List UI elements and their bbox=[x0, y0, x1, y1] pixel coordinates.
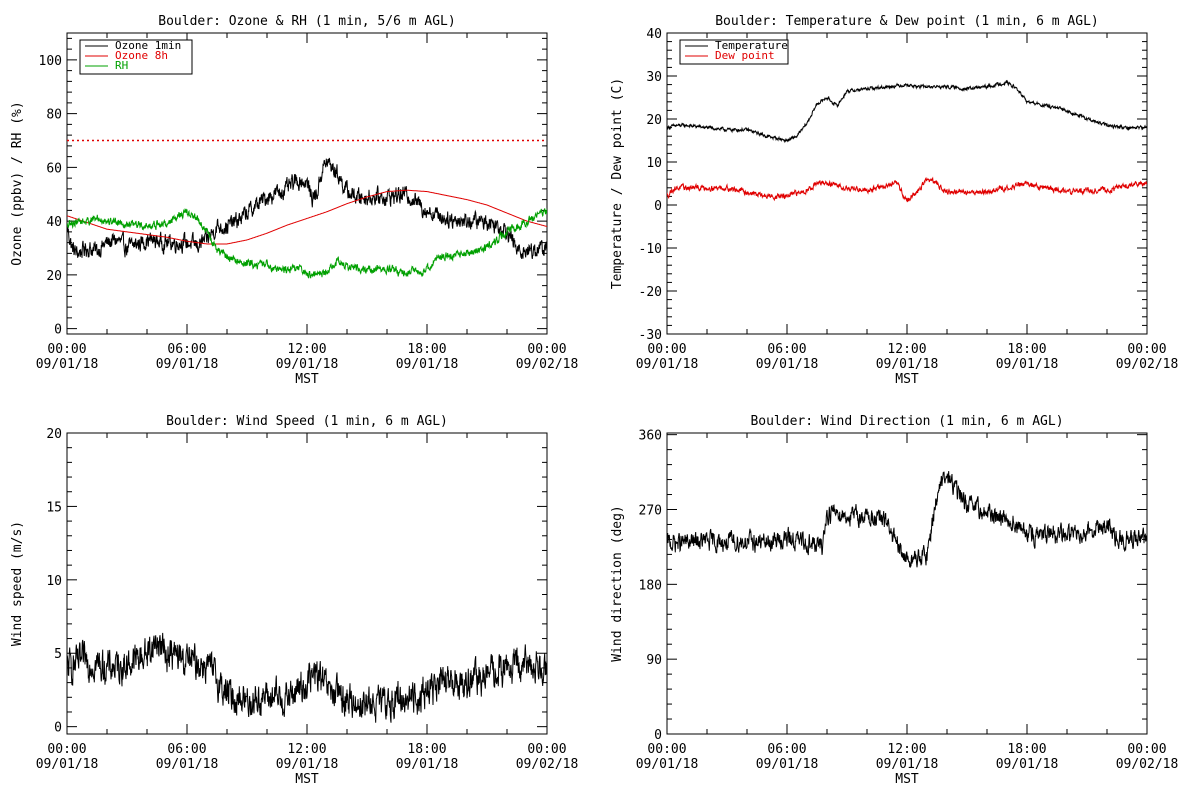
y-tick-label: 0 bbox=[654, 199, 662, 214]
x-axis-label: MST bbox=[895, 372, 919, 387]
x-tick-label-date: 09/01/18 bbox=[36, 357, 99, 372]
x-axis-label: MST bbox=[295, 772, 319, 787]
x-tick-label-time: 00:00 bbox=[1127, 742, 1166, 757]
x-axis-label: MST bbox=[295, 372, 319, 387]
y-tick-label: -30 bbox=[639, 328, 662, 343]
y-tick-label: 20 bbox=[46, 269, 62, 284]
x-tick-label-date: 09/01/18 bbox=[276, 357, 339, 372]
y-tick-label: 360 bbox=[639, 429, 662, 444]
x-tick-label-time: 00:00 bbox=[647, 342, 686, 357]
x-tick-label-time: 00:00 bbox=[47, 742, 86, 757]
y-tick-label: 60 bbox=[46, 161, 62, 176]
y-tick-label: 100 bbox=[39, 54, 62, 69]
x-tick-label-date: 09/01/18 bbox=[996, 757, 1059, 772]
x-tick-label-date: 09/01/18 bbox=[396, 357, 459, 372]
y-tick-label: 0 bbox=[654, 728, 662, 743]
x-tick-label-time: 12:00 bbox=[887, 342, 926, 357]
x-tick-label-time: 00:00 bbox=[47, 342, 86, 357]
y-tick-label: 80 bbox=[46, 108, 62, 123]
series-line-ozone-1min bbox=[67, 157, 547, 260]
plot-frame bbox=[666, 432, 1148, 735]
x-tick-label-date: 09/02/18 bbox=[1116, 757, 1179, 772]
x-tick-label-date: 09/02/18 bbox=[516, 357, 579, 372]
legend-label: Temperature bbox=[715, 39, 788, 52]
chart-title: Boulder: Wind Direction (1 min, 6 m AGL) bbox=[750, 414, 1063, 429]
series-line-rh bbox=[67, 208, 547, 279]
chart-title: Boulder: Wind Speed (1 min, 6 m AGL) bbox=[166, 414, 448, 429]
x-tick-label-date: 09/01/18 bbox=[156, 357, 219, 372]
y-tick-label: 5 bbox=[54, 647, 62, 662]
x-tick-label-date: 09/01/18 bbox=[996, 357, 1059, 372]
x-tick-label-date: 09/01/18 bbox=[276, 757, 339, 772]
series-line-dew-point bbox=[667, 176, 1147, 203]
x-axis-label: MST bbox=[895, 772, 919, 787]
chart-panel-temp-dewpoint: Boulder: Temperature & Dew point (1 min,… bbox=[610, 14, 1178, 387]
y-axis-label: Wind speed (m/s) bbox=[10, 521, 25, 646]
x-tick-label-date: 09/01/18 bbox=[876, 357, 939, 372]
y-tick-label: 30 bbox=[646, 70, 662, 85]
y-tick-label: 15 bbox=[46, 500, 62, 515]
chart-panel-ozone-rh: Boulder: Ozone & RH (1 min, 5/6 m AGL)00… bbox=[10, 14, 578, 387]
y-tick-label: 0 bbox=[54, 323, 62, 338]
series-line-ozone-8h bbox=[67, 189, 547, 245]
y-tick-label: 10 bbox=[46, 574, 62, 589]
legend-box bbox=[679, 39, 789, 65]
x-tick-label-date: 09/01/18 bbox=[156, 757, 219, 772]
y-tick-label: 20 bbox=[46, 427, 62, 442]
chart-title: Boulder: Temperature & Dew point (1 min,… bbox=[715, 14, 1099, 29]
y-axis-label: Temperature / Dew point (C) bbox=[610, 78, 625, 289]
x-tick-label-date: 09/01/18 bbox=[876, 757, 939, 772]
x-tick-label-date: 09/01/18 bbox=[636, 757, 699, 772]
y-tick-label: 0 bbox=[54, 721, 62, 736]
x-tick-label-time: 12:00 bbox=[887, 742, 926, 757]
legend-label: Ozone 8h bbox=[115, 49, 168, 62]
chart-title: Boulder: Ozone & RH (1 min, 5/6 m AGL) bbox=[158, 14, 455, 29]
x-tick-label-time: 06:00 bbox=[767, 742, 806, 757]
x-tick-label-time: 18:00 bbox=[1007, 342, 1046, 357]
y-tick-label: 20 bbox=[646, 113, 662, 128]
x-tick-label-date: 09/01/18 bbox=[36, 757, 99, 772]
plot-frame bbox=[666, 32, 1148, 335]
y-axis-label: Ozone (ppbv) / RH (%) bbox=[10, 101, 25, 265]
x-tick-label-time: 12:00 bbox=[287, 742, 326, 757]
legend-label: Dew point bbox=[715, 49, 775, 62]
plot-frame bbox=[66, 32, 548, 335]
x-tick-label-time: 18:00 bbox=[1007, 742, 1046, 757]
x-tick-label-time: 18:00 bbox=[407, 742, 446, 757]
x-tick-label-date: 09/01/18 bbox=[756, 757, 819, 772]
legend-label: RH bbox=[115, 59, 128, 72]
y-tick-label: 40 bbox=[646, 27, 662, 42]
chart-panel-wind-direction: Boulder: Wind Direction (1 min, 6 m AGL)… bbox=[610, 414, 1178, 787]
y-tick-label: -20 bbox=[639, 285, 662, 300]
y-tick-label: 90 bbox=[646, 653, 662, 668]
y-tick-label: 40 bbox=[46, 215, 62, 230]
series-line-temperature bbox=[667, 79, 1147, 144]
legend-label: Ozone 1min bbox=[115, 39, 181, 52]
x-tick-label-time: 18:00 bbox=[407, 342, 446, 357]
chart-panel-wind-speed: Boulder: Wind Speed (1 min, 6 m AGL) 00:0… bbox=[10, 414, 578, 787]
x-tick-label-time: 06:00 bbox=[167, 742, 206, 757]
x-tick-label-time: 00:00 bbox=[647, 742, 686, 757]
y-tick-label: 270 bbox=[639, 503, 662, 518]
x-tick-label-time: 06:00 bbox=[767, 342, 806, 357]
y-tick-label: 10 bbox=[646, 156, 662, 171]
y-tick-label: 180 bbox=[639, 578, 662, 593]
x-tick-label-time: 12:00 bbox=[287, 342, 326, 357]
x-tick-label-time: 06:00 bbox=[167, 342, 206, 357]
series-line-data bbox=[67, 632, 547, 723]
y-tick-label: -10 bbox=[639, 242, 662, 257]
x-tick-label-date: 09/01/18 bbox=[756, 357, 819, 372]
x-tick-label-date: 09/01/18 bbox=[396, 757, 459, 772]
x-tick-label-time: 00:00 bbox=[1127, 342, 1166, 357]
x-tick-label-time: 00:00 bbox=[527, 342, 566, 357]
y-axis-label: Wind direction (deg) bbox=[610, 505, 625, 662]
series-line-data bbox=[667, 471, 1147, 568]
x-tick-label-date: 09/02/18 bbox=[516, 757, 579, 772]
x-tick-label-time: 00:00 bbox=[527, 742, 566, 757]
x-tick-label-date: 09/01/18 bbox=[636, 357, 699, 372]
x-tick-label-date: 09/02/18 bbox=[1116, 357, 1179, 372]
